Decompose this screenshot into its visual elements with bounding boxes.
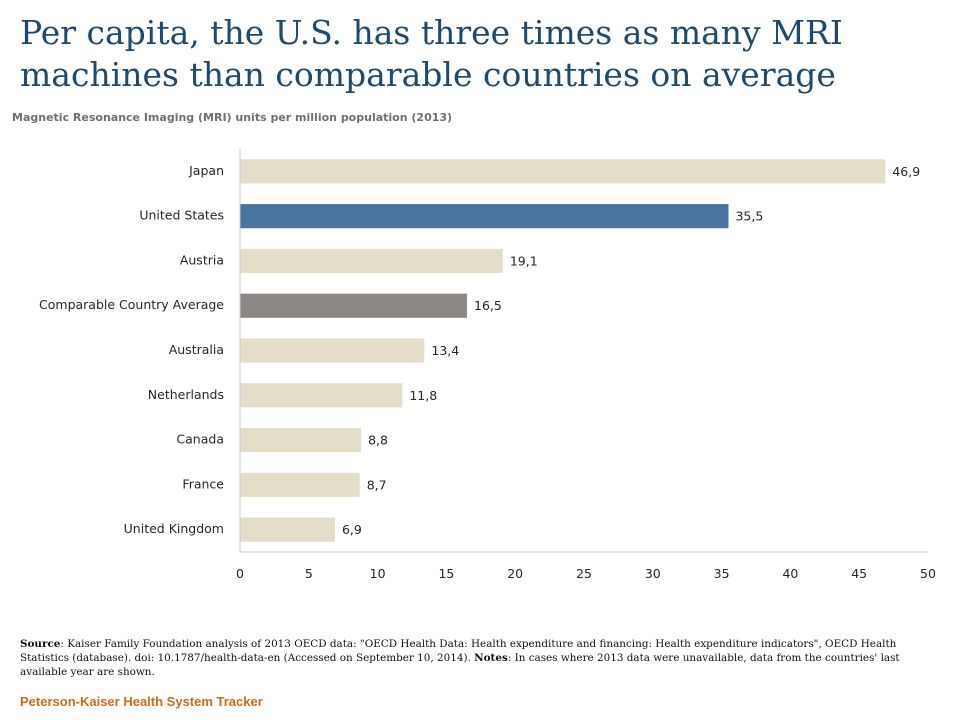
category-label: Australia xyxy=(169,342,224,357)
bar xyxy=(240,248,503,274)
source-label: Source xyxy=(20,638,61,650)
x-tick-label: 0 xyxy=(236,566,244,581)
x-tick-label: 40 xyxy=(782,566,798,581)
source-note: Source: Kaiser Family Foundation analysi… xyxy=(20,637,940,679)
value-label: 11,8 xyxy=(409,388,437,403)
bar xyxy=(240,204,729,229)
x-tick-label: 50 xyxy=(920,566,936,581)
x-tick-label: 30 xyxy=(645,566,661,581)
footer-brand: Peterson-Kaiser Health System Tracker xyxy=(20,694,263,709)
bar xyxy=(240,338,425,363)
category-label: France xyxy=(182,476,224,491)
bars-group: Japan 46,9 United States 35,5 Austria 19,1 Com… xyxy=(39,159,920,542)
x-tick-label: 5 xyxy=(305,566,313,581)
x-tick-label: 20 xyxy=(507,566,523,581)
bar xyxy=(240,159,886,184)
bar xyxy=(240,517,335,542)
notes-label: Notes xyxy=(474,652,508,664)
value-label: 16,5 xyxy=(474,298,502,313)
category-label: Canada xyxy=(176,432,224,447)
bar xyxy=(240,472,360,497)
category-label: Comparable Country Average xyxy=(39,297,224,312)
bar xyxy=(240,293,468,318)
value-label: 8,8 xyxy=(368,433,388,448)
chart-subtitle: Magnetic Resonance Imaging (MRI) units p… xyxy=(12,111,453,124)
axis-group: 0 5 10 15 20 25 30 35 40 45 50 xyxy=(236,149,936,581)
value-label: 46,9 xyxy=(892,164,920,179)
value-label: 6,9 xyxy=(342,522,362,537)
category-label: Japan xyxy=(188,163,224,178)
value-label: 8,7 xyxy=(367,477,387,492)
value-label: 19,1 xyxy=(510,253,538,268)
bar-chart: Japan 46,9 United States 35,5 Austria 19,1 Com… xyxy=(39,149,936,581)
x-tick-label: 45 xyxy=(851,566,867,581)
category-label: United Kingdom xyxy=(124,521,224,536)
x-tick-label: 35 xyxy=(714,566,730,581)
x-tick-label: 15 xyxy=(438,566,454,581)
value-label: 35,5 xyxy=(735,209,763,224)
bar xyxy=(240,383,403,408)
category-label: Austria xyxy=(180,252,224,267)
source-text: : Kaiser Family Foundation analysis of 2… xyxy=(20,638,897,664)
chart-title: Per capita, the U.S. has three times as … xyxy=(20,13,843,94)
x-tick-label: 10 xyxy=(370,566,386,581)
category-label: Netherlands xyxy=(148,387,224,402)
notes-text: : In cases where 2013 data were unavaila… xyxy=(20,652,900,678)
x-tick-label: 25 xyxy=(576,566,592,581)
bar xyxy=(240,427,362,453)
category-label: United States xyxy=(139,208,224,223)
value-label: 13,4 xyxy=(431,343,459,358)
